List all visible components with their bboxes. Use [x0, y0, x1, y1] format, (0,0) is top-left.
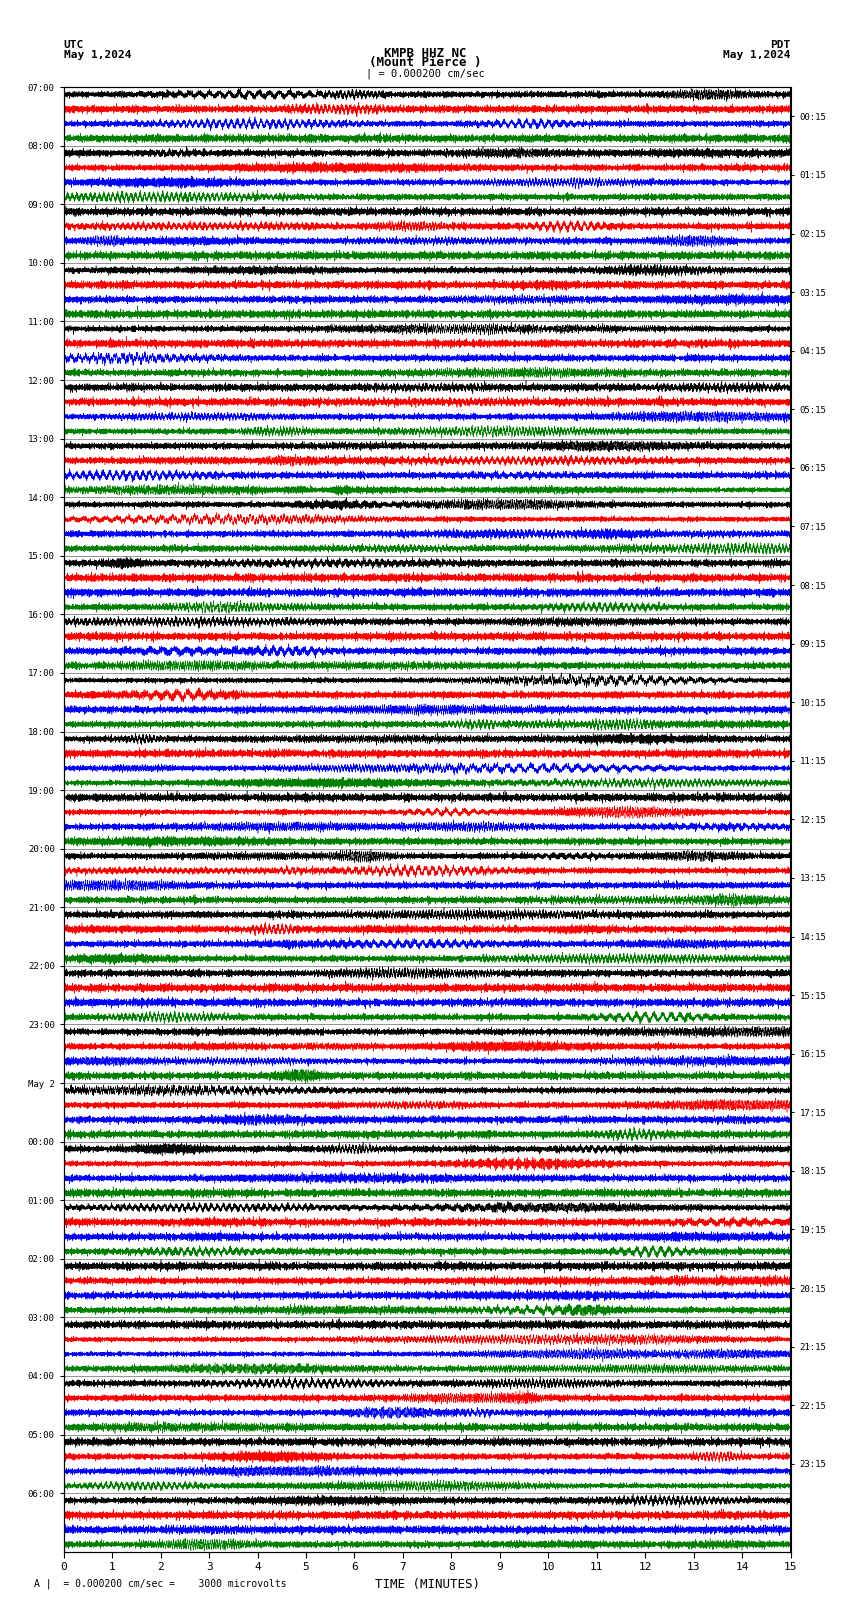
Text: KMPB HHZ NC: KMPB HHZ NC: [383, 47, 467, 60]
Text: PDT: PDT: [770, 40, 790, 50]
Text: UTC: UTC: [64, 40, 84, 50]
Text: May 1,2024: May 1,2024: [64, 50, 131, 60]
Text: May 1,2024: May 1,2024: [723, 50, 791, 60]
Text: (Mount Pierce ): (Mount Pierce ): [369, 56, 481, 69]
Text: A |  = 0.000200 cm/sec =    3000 microvolts: A | = 0.000200 cm/sec = 3000 microvolts: [34, 1578, 286, 1589]
X-axis label: TIME (MINUTES): TIME (MINUTES): [375, 1578, 479, 1590]
Text: | = 0.000200 cm/sec: | = 0.000200 cm/sec: [366, 68, 484, 79]
